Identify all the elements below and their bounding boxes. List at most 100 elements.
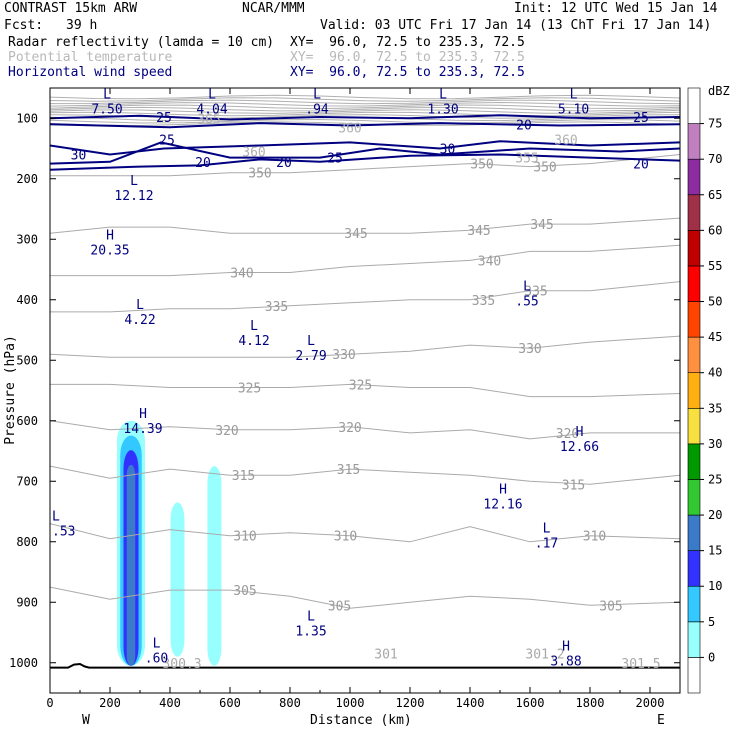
isentrope-label: 335 [472,294,495,309]
colorbar-level-label: 10 [708,579,722,593]
extremum-type-label: L [570,87,578,102]
extremum-type-label: H [499,482,507,497]
isotach-label: 20 [195,156,211,171]
isentrope-label: 330 [332,348,355,363]
colorbar-level-label: 40 [708,366,722,380]
isentrope-label: 330 [518,342,541,357]
isotach-line [50,153,680,171]
extremum-value-label: 2.79 [295,349,326,364]
colorbar-box [687,479,701,516]
extremum-value-label: .17 [535,537,558,552]
extremum-type-label: L [250,319,258,334]
y-tick-label: 100 [16,111,38,125]
extremum-type-label: L [439,87,447,102]
isentrope-upper-label: 355 [515,152,538,167]
colorbar-box [687,550,701,587]
isentrope-label: 340 [478,254,501,269]
extremum-type-label: L [307,334,315,349]
colorbar-box [687,265,701,302]
valid-time: Valid: 03 UTC Fri 17 Jan 14 (13 ChT Fri … [320,18,712,33]
extremum-value-label: 1.35 [295,624,326,639]
colorbar-level-label: 0 [708,650,715,664]
isentrope-label: 325 [349,378,372,393]
isentrope-surface-label: 301 [374,648,397,663]
isentrope-label: 345 [530,218,553,233]
y-tick-label: 900 [16,595,38,609]
forecast-hour: 39 h [66,18,98,33]
isentrope-upper-line [50,104,680,110]
extremum-type-label: L [543,522,551,537]
y-tick-label: 700 [16,474,38,488]
field2-name: Potential temperature [8,50,173,65]
colorbar-box [687,336,701,374]
x-tick-label: 1200 [396,696,425,710]
isentrope-label: 345 [467,224,490,239]
isentrope-label: 315 [562,478,585,493]
isentrope-upper-line [50,94,680,100]
isentrope-upper-line [50,106,680,112]
forecast-label: Fcst: [4,18,44,33]
colorbar-box [687,585,701,623]
isotach-line [50,122,680,129]
isotach-label: 20 [276,156,292,171]
extremum-value-label: 12.12 [114,189,153,204]
isotach-line [50,141,680,165]
isentrope-label: 320 [215,424,238,439]
isentrope-upper-label: 360 [554,133,577,148]
colorbar-level-label: 60 [708,223,722,237]
isentrope-upper-line [50,97,680,102]
isotach-label: 25 [633,111,649,126]
isentrope-surface-label: 301.2 [525,648,564,663]
west-end-label: W [82,713,90,728]
extremum-type-label: L [307,609,315,624]
isotach-line [50,140,680,156]
colorbar-level-label: 65 [708,188,722,202]
terrain-line [50,662,680,669]
colorbar-level-label: 50 [708,295,722,309]
extremum-value-label: 7.50 [91,102,122,117]
isentrope-line [50,383,680,398]
east-end-label: E [657,713,665,728]
colorbar-level-label: 35 [708,401,722,415]
colorbar-box [687,230,701,267]
extremum-value-label: 14.39 [123,422,162,437]
extremum-value-label: .53 [52,525,75,540]
extremum-value-label: 12.16 [483,497,522,512]
isentrope-label: 340 [230,267,253,282]
isotach-label: 25 [156,111,172,126]
colorbar-box [687,123,701,160]
colorbar-level-label: 15 [708,544,722,558]
colorbar-box [687,87,701,124]
reflectivity-plume [207,466,222,666]
field1-name: Radar reflectivity (lamda = 10 cm) [8,35,275,50]
isentrope-label: 325 [238,381,261,396]
y-tick-label: 800 [16,535,38,549]
isentrope-upper-line [50,111,680,117]
x-axis-title: Distance (km) [310,713,412,728]
isentrope-label: 350 [533,161,556,176]
colorbar-box [687,194,701,231]
extremum-type-label: L [153,637,161,652]
x-tick-label: 0 [46,696,53,710]
isotach-line [50,114,680,121]
isentrope-upper-line [50,101,680,107]
colorbar-box [687,514,701,551]
model-title: CONTRAST 15km ARW [4,1,138,16]
y-tick-label: 300 [16,232,38,246]
extremum-value-label: 1.30 [427,102,458,117]
isentrope-line [50,217,680,234]
isentrope-upper-label: 360 [338,121,361,136]
isentrope-label: 315 [232,469,255,484]
isentrope-label: 310 [233,530,256,545]
extremum-value-label: 5.10 [558,102,589,117]
reflectivity-plume [126,464,136,666]
extremum-type-label: H [106,228,114,243]
isotach-label: 30 [440,143,456,158]
isentrope-label: 305 [599,599,622,614]
isentrope-label: 345 [344,227,367,242]
x-tick-label: 1000 [336,696,365,710]
colorbar-box [687,407,701,445]
isentrope-surface-label: 301.5 [621,657,660,672]
field2-xy: XY= 96.0, 72.5 to 235.3, 72.5 [290,50,525,65]
extremum-value-label: 4.04 [196,102,227,117]
